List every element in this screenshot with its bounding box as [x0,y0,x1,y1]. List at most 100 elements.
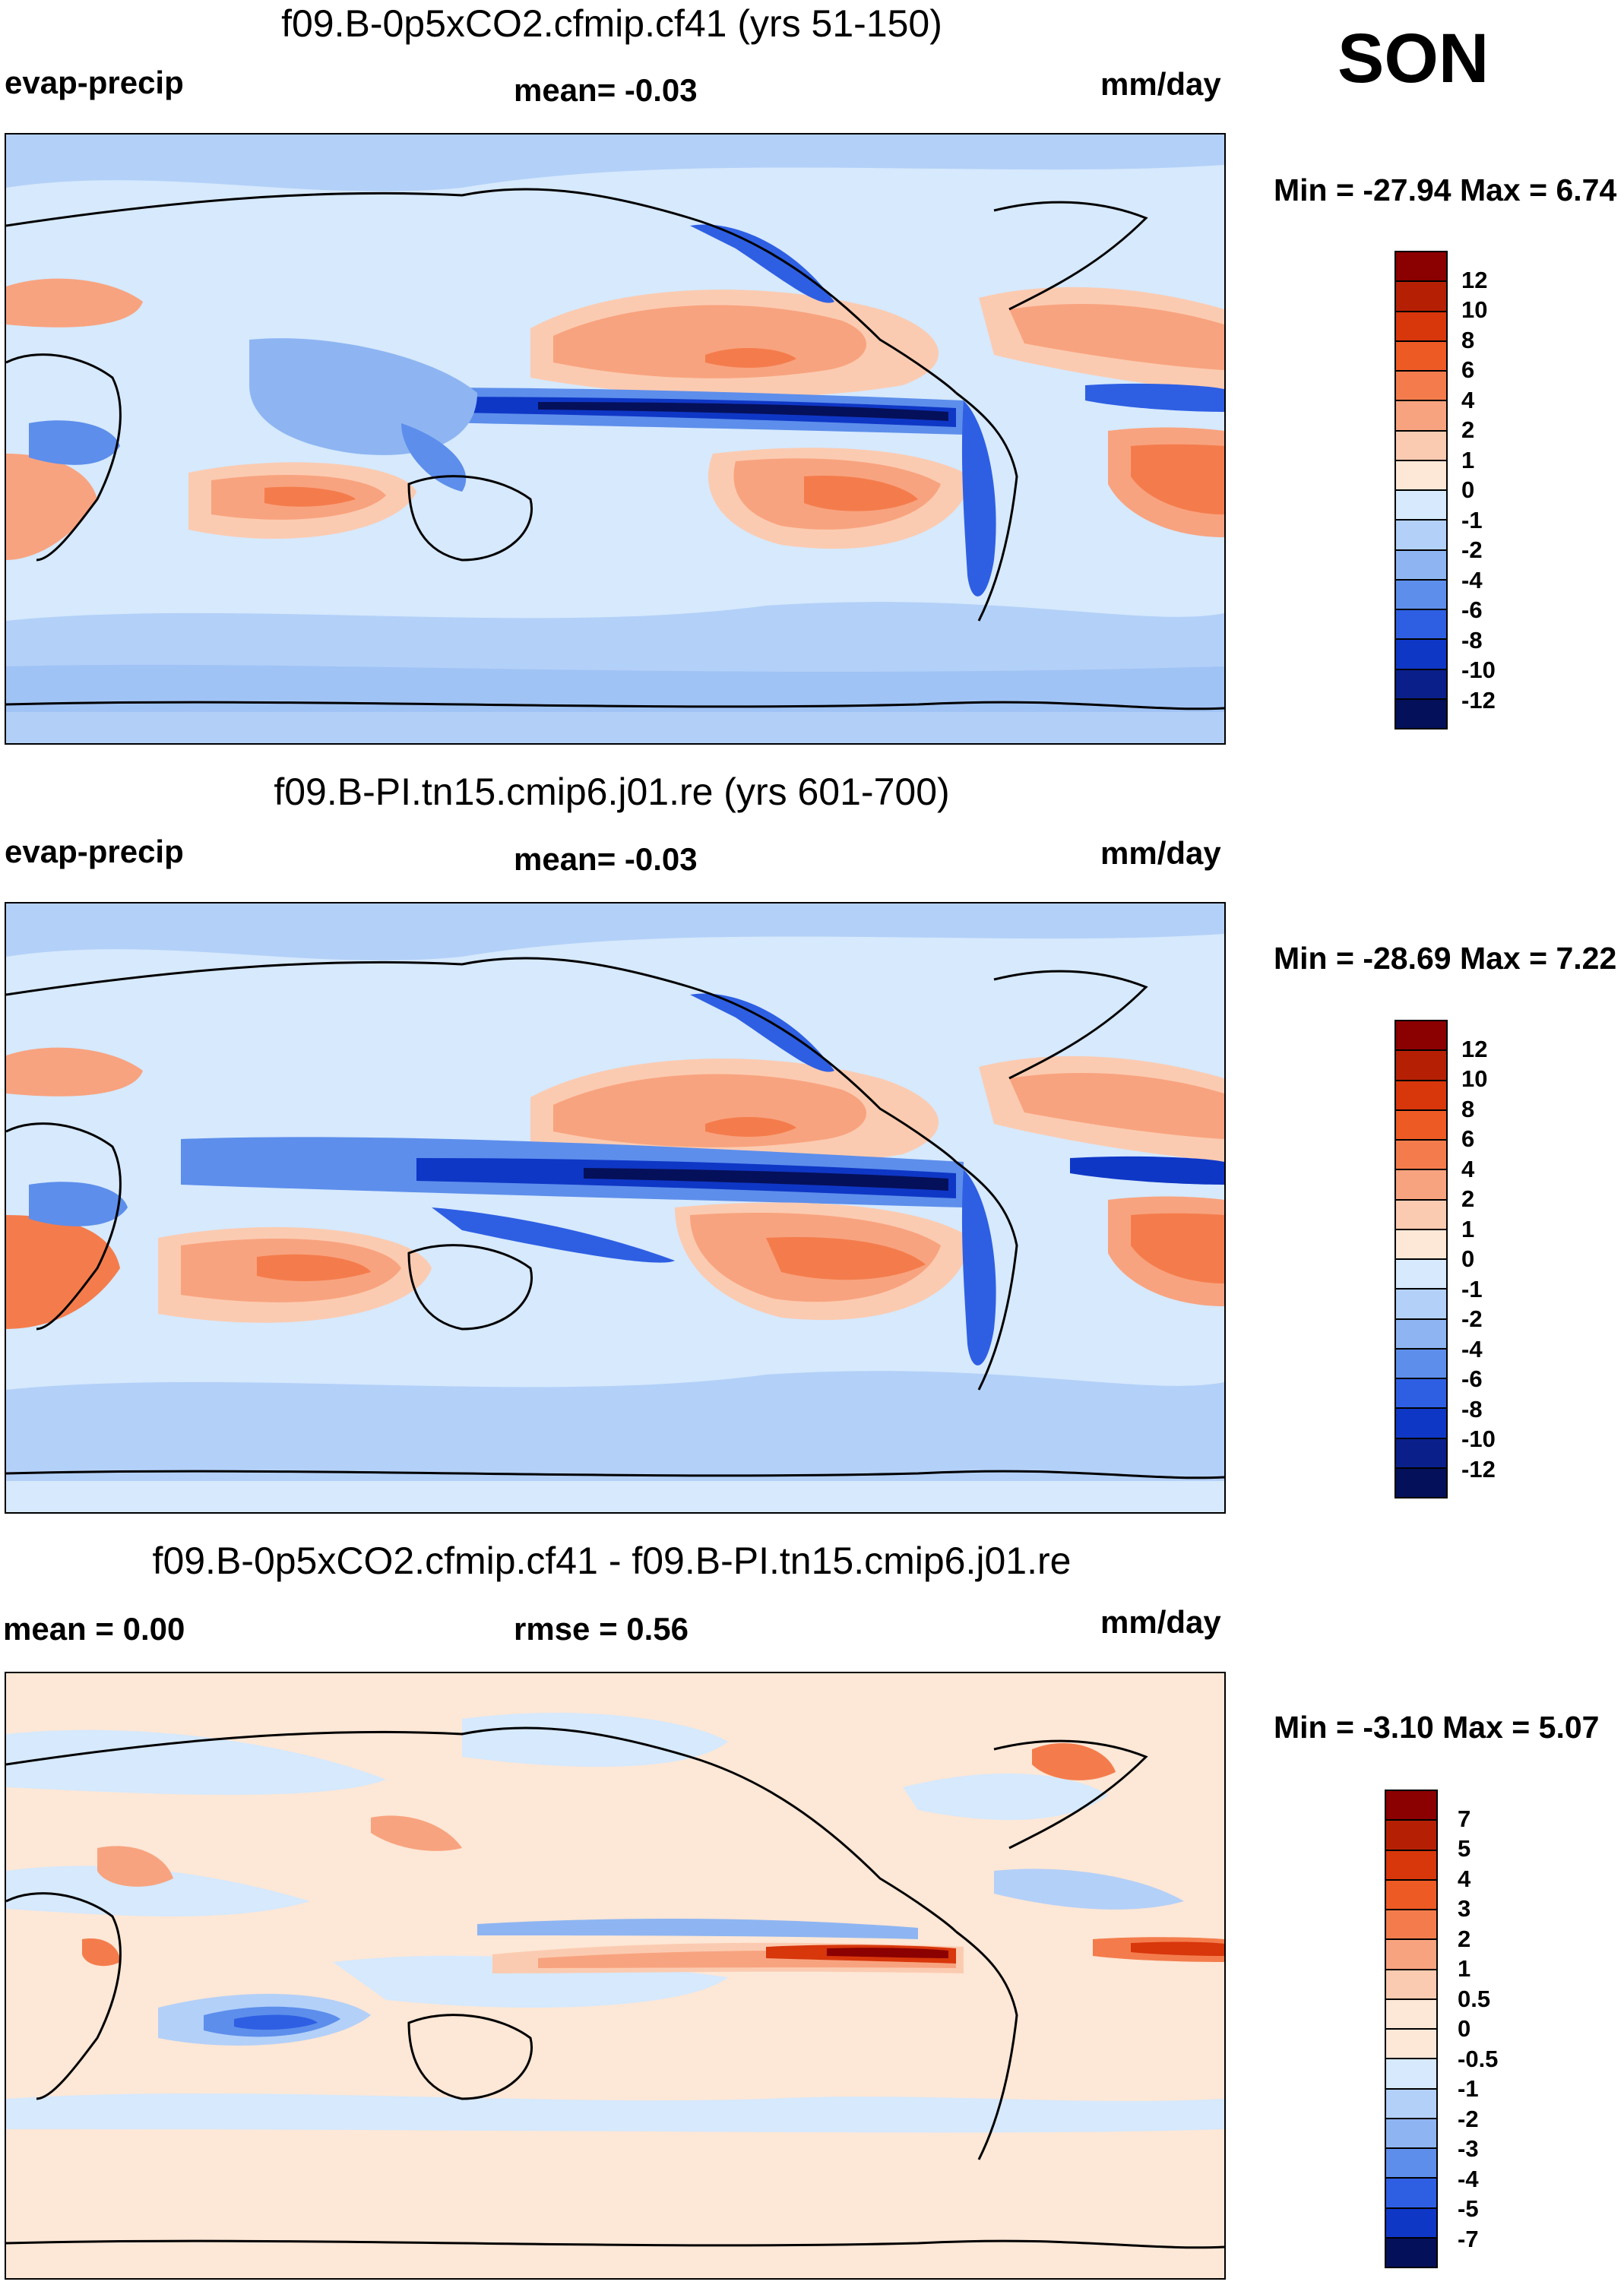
colorbar-tick: 4 [1461,1156,1475,1182]
colorbar-swatch [1396,1229,1446,1260]
colorbar-tick: -12 [1461,687,1496,714]
colorbar-tick: 1 [1461,1216,1475,1242]
colorbar-tick: -8 [1461,627,1483,653]
colorbar-swatch [1396,401,1446,432]
units-label: mm/day [1100,835,1221,871]
colorbar-swatch [1396,1468,1446,1497]
map-field [6,134,1224,743]
colorbar-swatch [1396,610,1446,641]
colorbar-swatch [1396,431,1446,461]
map-plot [5,902,1226,1514]
colorbar-tick: 0 [1458,2015,1471,2042]
colorbar-swatch [1396,699,1446,728]
colorbar-tick: -0.5 [1458,2046,1499,2072]
colorbar-tick: -3 [1458,2135,1479,2162]
colorbar-swatch [1396,252,1446,283]
colorbar-tick: -4 [1458,2166,1479,2192]
colorbar-swatch [1396,312,1446,342]
map-field [6,1673,1224,2278]
colorbar-swatch [1386,1940,1436,1970]
colorbar-tick: 2 [1461,416,1475,443]
colorbar-swatch [1386,2208,1436,2239]
colorbar-tick: 2 [1458,1926,1471,1952]
colorbar-tick: 5 [1458,1835,1471,1862]
colorbar-tick: -2 [1461,536,1483,563]
panel-title: f09.B-PI.tn15.cmip6.j01.re (yrs 601-700) [274,771,950,813]
colorbar-swatch [1386,2119,1436,2149]
colorbar-swatch [1386,1880,1436,1910]
colorbar-swatch [1396,640,1446,670]
colorbar-swatch [1396,1319,1446,1350]
colorbar-tick: 7 [1458,1805,1471,1832]
colorbar-tick: 2 [1461,1185,1475,1212]
rmse-label: rmse = 0.56 [514,1611,689,1647]
map-plot [5,1672,1226,2280]
colorbar-swatch [1396,669,1446,700]
colorbar-tick: -4 [1461,567,1483,593]
variable-label: evap-precip [5,65,184,100]
colorbar-swatch [1386,1821,1436,1851]
panel-title: f09.B-0p5xCO2.cfmip.cf41 (yrs 51-150) [281,2,942,45]
colorbar-tick: -10 [1461,657,1496,683]
colorbar-tick: 6 [1461,1125,1475,1152]
colorbar-tick: 12 [1461,1036,1488,1062]
variable-label: evap-precip [5,834,184,869]
colorbar-tick: -6 [1461,597,1483,623]
colorbar-tick: 4 [1461,387,1475,413]
colorbar-swatch [1396,1409,1446,1439]
colorbar-swatch [1396,1141,1446,1171]
colorbar-tick: -6 [1461,1366,1483,1392]
colorbar-swatch [1396,1290,1446,1320]
colorbar-swatch [1386,2179,1436,2209]
colorbar-tick: 3 [1458,1895,1471,1922]
mean-label: mean = 0.00 [3,1611,185,1647]
colorbar-tick: -7 [1458,2226,1479,2252]
map-field [6,903,1224,1512]
colorbar-tick: 1 [1461,447,1475,473]
colorbar-tick: 10 [1461,1065,1488,1092]
colorbar-tick: -1 [1461,1276,1483,1302]
mean-label: mean= -0.03 [514,841,698,877]
colorbar-swatch [1386,2238,1436,2267]
colorbar-swatch [1396,1081,1446,1111]
colorbar-tick: 0.5 [1458,1986,1491,2012]
colorbar-swatch [1386,2059,1436,2090]
colorbar-swatch [1396,341,1446,372]
colorbar-swatch [1386,2089,1436,2119]
season-label: SON [1338,20,1489,97]
colorbar-swatch [1386,1970,1436,2000]
colorbar-swatch [1396,1110,1446,1141]
colorbar-swatch [1396,1260,1446,1290]
colorbar-tick: 0 [1461,1245,1475,1272]
colorbar-swatch [1386,1999,1436,2030]
units-label: mm/day [1100,1604,1221,1640]
map-plot [5,133,1226,745]
colorbar-swatch [1396,521,1446,551]
colorbar-swatch [1396,1349,1446,1379]
minmax-label: Min = -28.69 Max = 7.22 [1274,941,1617,976]
colorbar-swatch [1386,1910,1436,1941]
colorbar-swatch [1396,550,1446,581]
colorbar-tick: -8 [1461,1396,1483,1422]
colorbar-swatch [1396,1200,1446,1230]
colorbar-tick: -2 [1458,2106,1479,2132]
colorbar-tick: 4 [1458,1866,1471,1892]
colorbar-swatch [1396,1438,1446,1469]
colorbar-tick: 12 [1461,267,1488,293]
colorbar-tick: -4 [1461,1336,1483,1362]
mean-label: mean= -0.03 [514,72,698,108]
colorbar-tick: -2 [1461,1305,1483,1332]
colorbar-tick: 0 [1461,476,1475,503]
colorbar-tick: 8 [1461,1096,1475,1122]
colorbar-tick: 1 [1458,1955,1471,1982]
panel-title: f09.B-0p5xCO2.cfmip.cf41 - f09.B-PI.tn15… [152,1540,1072,1582]
minmax-label: Min = -27.94 Max = 6.74 [1274,172,1617,207]
colorbar-swatch [1396,1051,1446,1081]
colorbar [1394,251,1448,729]
colorbar-swatch [1396,580,1446,610]
colorbar-tick: -1 [1461,507,1483,533]
colorbar-swatch [1396,282,1446,312]
colorbar [1385,1790,1438,2268]
colorbar [1394,1020,1448,1498]
colorbar-tick: -12 [1461,1456,1496,1483]
